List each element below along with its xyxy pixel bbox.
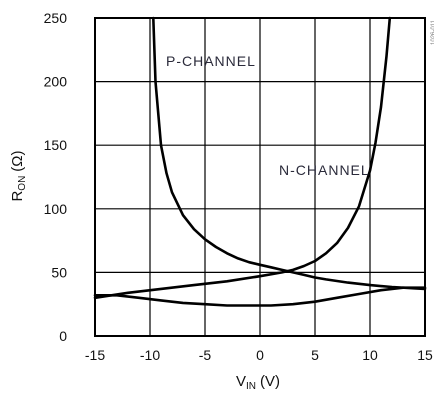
x-axis-label-unit: (V) (260, 373, 280, 390)
y-tick-label: 50 (51, 264, 67, 280)
x-tick-label: 0 (256, 347, 264, 363)
x-tick-label: 5 (311, 347, 319, 363)
x-tick-label: -5 (199, 347, 212, 363)
x-tick-label: -15 (85, 347, 105, 363)
y-axis-label: RON (Ω) (9, 150, 28, 201)
x-tick-label: 15 (417, 347, 433, 363)
figure-id-watermark: 1026-011 (431, 19, 434, 45)
y-tick-label: 200 (44, 74, 68, 90)
y-tick-label: 250 (44, 10, 68, 26)
y-axis-label-main: R (9, 191, 26, 202)
y-axis-label-unit: (Ω) (9, 150, 26, 171)
x-axis-label-main: V (236, 373, 246, 390)
y-tick-label: 0 (59, 328, 67, 344)
y-tick-label: 150 (44, 137, 68, 153)
series-line-n-channel (93, 16, 392, 300)
x-tick-label: 10 (362, 347, 378, 363)
y-tick-label: 100 (44, 201, 68, 217)
x-tick-label: -10 (140, 347, 160, 363)
x-axis-label: VIN (V) (236, 373, 280, 390)
series-line-series-2 (93, 286, 427, 307)
series-label-p-channel: P-CHANNEL (166, 53, 256, 69)
x-axis-label-sub: IN (246, 381, 256, 390)
series-layer (93, 16, 427, 307)
series-line-p-channel (152, 16, 427, 291)
plot-frame (94, 17, 426, 337)
grid-layer (94, 17, 426, 337)
series-label-n-channel: N-CHANNEL (279, 162, 370, 178)
y-axis-label-sub: ON (17, 176, 28, 191)
